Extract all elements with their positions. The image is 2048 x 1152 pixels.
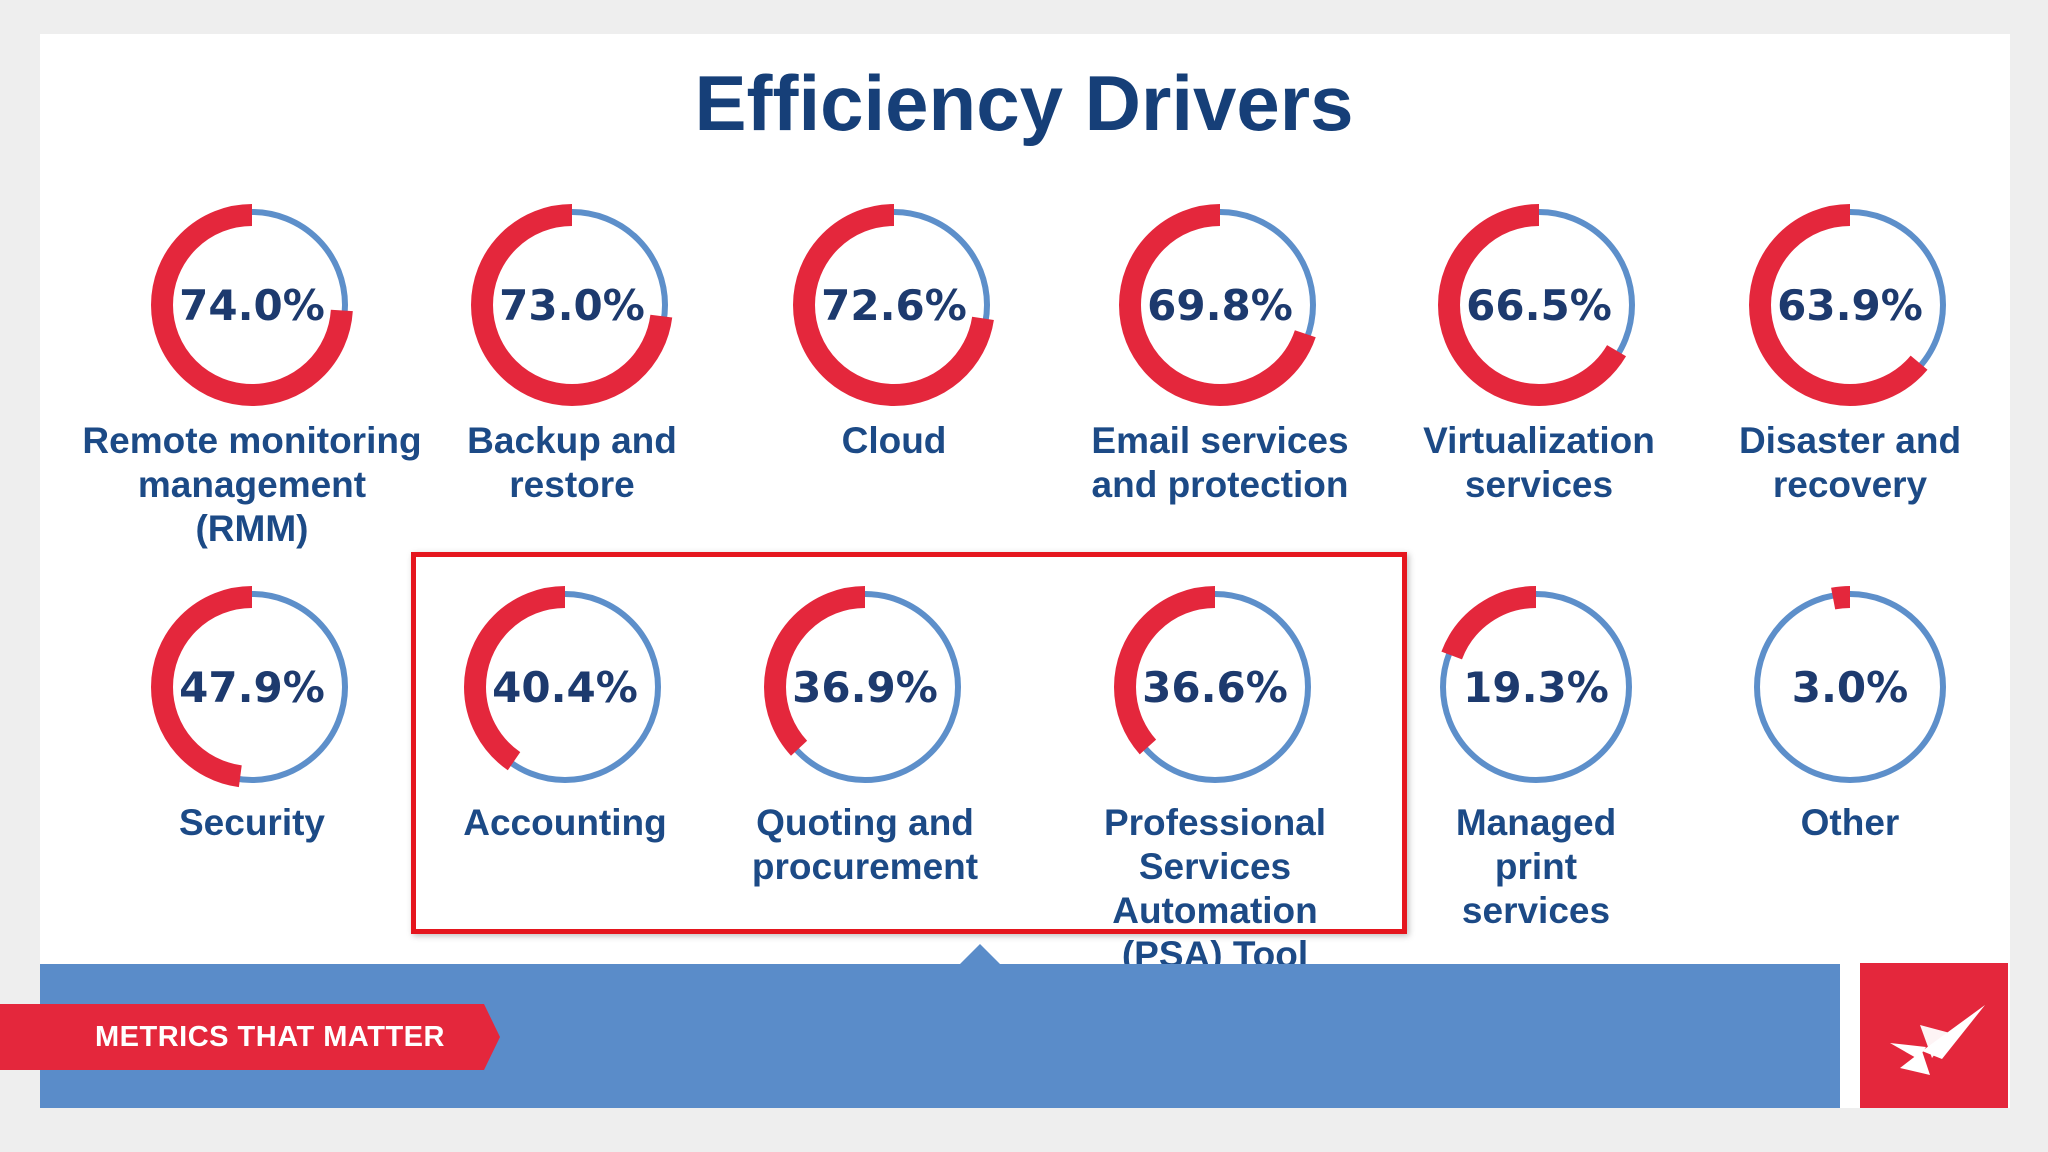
driver-label: Professional Services Automation (PSA) Too…	[1045, 801, 1385, 977]
driver-backup-restore: 73.0% Backup and restore	[402, 195, 742, 507]
donut-chart: 63.9%	[1749, 204, 1951, 406]
donut-filled-arc	[764, 586, 966, 788]
percent-label: 74.0%	[179, 281, 325, 330]
driver-label-line: recovery	[1772, 464, 1928, 505]
footer-notch	[958, 944, 1002, 966]
donut-chart: 66.5%	[1438, 204, 1640, 406]
driver-label-line: print	[1494, 846, 1578, 887]
driver-quoting-procurement: 36.9% Quoting and procurement	[695, 577, 1035, 889]
donut-chart: 36.9%	[764, 586, 966, 788]
donut-filled-arc	[1438, 204, 1640, 406]
driver-label: Accounting	[395, 801, 735, 845]
driver-label-line: Cloud	[841, 420, 947, 461]
driver-label-line: Quoting and	[756, 802, 974, 843]
compass-star-logo-icon	[1890, 1005, 1985, 1075]
donut-chart: 73.0%	[471, 204, 673, 406]
driver-managed-print: 19.3% Managed print services	[1366, 577, 1706, 933]
driver-label: Security	[82, 801, 422, 845]
driver-virtualization: 66.5% Virtualization services	[1369, 195, 1709, 507]
donut-filled-arc	[1435, 586, 1637, 788]
donut-chart: 74.0%	[151, 204, 353, 406]
donut-filled-arc	[1119, 204, 1321, 406]
driver-label-line: (RMM)	[195, 508, 309, 549]
donut-chart: 47.9%	[151, 586, 353, 788]
percent-label: 47.9%	[179, 663, 325, 712]
driver-label-line: Accounting	[463, 802, 667, 843]
driver-label: Other	[1680, 801, 2020, 845]
driver-security: 47.9% Security	[82, 577, 422, 845]
driver-label-line: Remote monitoring	[82, 420, 422, 461]
driver-label-line: Other	[1800, 802, 1900, 843]
driver-label-line: Email services	[1091, 420, 1349, 461]
driver-label-line: services	[1464, 464, 1614, 505]
driver-label: Disaster and recovery	[1680, 419, 2020, 507]
driver-label-line: Backup and	[467, 420, 677, 461]
donut-filled-arc	[1749, 586, 1951, 788]
donut-chart: 3.0%	[1749, 586, 1951, 788]
driver-cloud: 72.6% Cloud	[724, 195, 1064, 463]
driver-accounting: 40.4% Accounting	[395, 577, 735, 845]
driver-label-line: Disaster and	[1738, 420, 1962, 461]
percent-label: 69.8%	[1147, 281, 1293, 330]
driver-label-line: Managed	[1455, 802, 1617, 843]
donut-filled-arc	[1114, 586, 1316, 788]
logo-tile	[1860, 963, 2008, 1108]
driver-rmm: 74.0% Remote monitoring management (RMM)	[82, 195, 422, 551]
driver-label: Backup and restore	[402, 419, 742, 507]
donut-filled-arc	[793, 204, 995, 406]
donut-chart: 36.6%	[1114, 586, 1316, 788]
driver-label-line: Professional	[1103, 802, 1327, 843]
donut-chart: 72.6%	[793, 204, 995, 406]
donut-filled-arc	[464, 586, 666, 788]
percent-label: 72.6%	[821, 281, 967, 330]
driver-label-line: services	[1461, 890, 1611, 931]
page-title: Efficiency Drivers	[694, 59, 1354, 147]
driver-label: Email services and protection	[1050, 419, 1390, 507]
metrics-banner-text: METRICS THAT MATTER	[95, 1020, 445, 1053]
driver-label-line: Virtualization	[1423, 420, 1655, 461]
driver-label-line: Security	[178, 802, 325, 843]
highlight-box	[411, 552, 1407, 934]
percent-label: 66.5%	[1466, 281, 1612, 330]
driver-label-line: and protection	[1091, 464, 1349, 505]
driver-label: Virtualization services	[1369, 419, 1709, 507]
donut-chart: 40.4%	[464, 586, 666, 788]
driver-email-services: 69.8% Email services and protection	[1050, 195, 1390, 507]
driver-label: Cloud	[724, 419, 1064, 463]
percent-label: 73.0%	[499, 281, 645, 330]
metrics-banner: METRICS THAT MATTER	[0, 1004, 500, 1070]
driver-label-line: Services Automation	[1112, 846, 1318, 931]
percent-label: 36.9%	[792, 663, 938, 712]
driver-disaster-recovery: 63.9% Disaster and recovery	[1680, 195, 2020, 507]
percent-label: 36.6%	[1142, 663, 1288, 712]
donut-filled-arc	[151, 586, 353, 788]
driver-psa-tool: 36.6% Professional Services Automation (PSA…	[1045, 577, 1385, 977]
percent-label: 19.3%	[1463, 663, 1609, 712]
donut-chart: 69.8%	[1119, 204, 1321, 406]
donut-filled-arc	[151, 204, 353, 406]
driver-label: Remote monitoring management (RMM)	[82, 419, 422, 551]
percent-label: 40.4%	[492, 663, 638, 712]
donut-filled-arc	[1749, 204, 1951, 406]
donut-filled-arc	[471, 204, 673, 406]
driver-label-line: management	[137, 464, 367, 505]
driver-label-line: restore	[509, 464, 635, 505]
driver-other: 3.0% Other	[1680, 577, 2020, 845]
percent-label: 63.9%	[1777, 281, 1923, 330]
percent-label: 3.0%	[1792, 663, 1908, 712]
donut-chart: 19.3%	[1435, 586, 1637, 788]
driver-label-line: procurement	[751, 846, 979, 887]
driver-label: Managed print services	[1366, 801, 1706, 933]
driver-label: Quoting and procurement	[695, 801, 1035, 889]
